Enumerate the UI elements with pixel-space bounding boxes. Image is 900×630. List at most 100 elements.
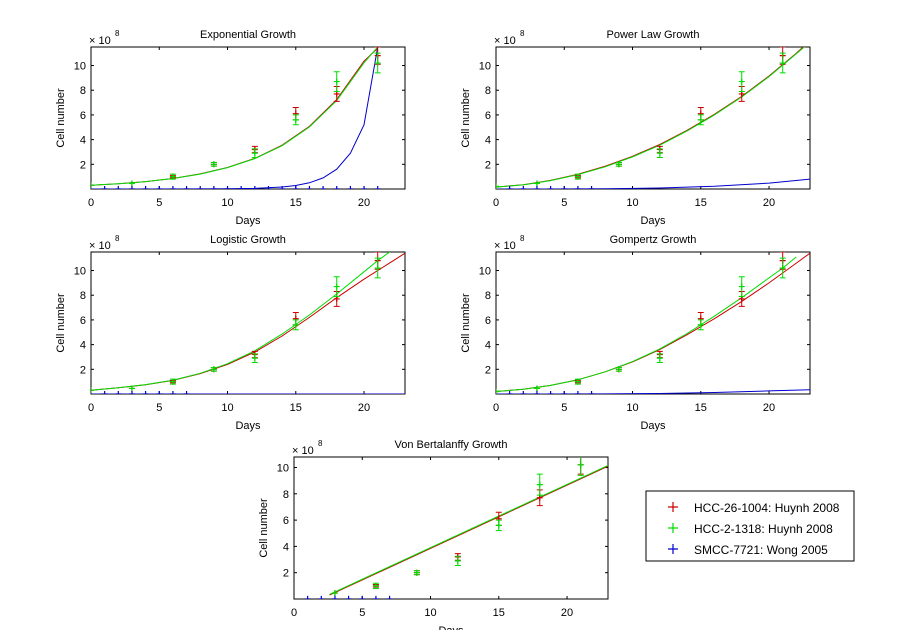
y-tick-label: 2: [80, 159, 86, 171]
data-point: [333, 185, 340, 189]
x-tick-label: 5: [156, 197, 162, 209]
data-point: [533, 180, 540, 187]
data-point: [91, 387, 94, 394]
y-exponent-power: 8: [115, 29, 120, 38]
x-tick-label: 10: [221, 197, 233, 209]
x-tick-label: 20: [763, 402, 775, 414]
data-point: [547, 185, 554, 189]
data-point: [101, 185, 108, 189]
y-exponent-power: 8: [520, 234, 525, 243]
legend-marker-2: [668, 523, 678, 533]
x-tick-label: 5: [359, 607, 365, 619]
y-exponent-label: × 10: [89, 35, 111, 47]
data-point: [697, 116, 704, 123]
x-tick-label: 5: [561, 402, 567, 414]
x-tick-label: 0: [291, 607, 297, 619]
legend-entry-2: HCC-2-1318: Huynh 2008: [668, 522, 833, 536]
x-tick-label: 15: [695, 197, 707, 209]
y-tick-label: 8: [485, 85, 491, 97]
data-point: [169, 390, 176, 394]
data-point: [210, 185, 217, 189]
data-point: [547, 390, 554, 394]
plot-area: [90, 46, 406, 190]
y-tick-label: 4: [485, 135, 491, 147]
x-axis-label: Days: [640, 215, 666, 227]
x-tick-label: 10: [221, 402, 233, 414]
chart-title: Exponential Growth: [200, 29, 296, 41]
legend-marker-3: [668, 544, 678, 554]
data-point: [506, 185, 513, 189]
data-point: [333, 78, 340, 85]
plot-area: [495, 251, 811, 395]
legend-entry-1: HCC-26-1004: Huynh 2008: [668, 501, 840, 515]
data-point: [345, 595, 352, 599]
fit-red-line: [329, 465, 608, 596]
x-tick-label: 20: [561, 607, 573, 619]
data-point: [210, 161, 217, 168]
y-tick-label: 10: [479, 266, 491, 278]
y-exponent-label: × 10: [89, 240, 111, 252]
chart-title: Logistic Growth: [210, 234, 286, 246]
y-tick-label: 8: [80, 290, 86, 302]
y-tick-label: 6: [80, 315, 86, 327]
data-point: [183, 390, 190, 394]
x-axis-label: Days: [235, 215, 261, 227]
data-point: [506, 390, 513, 394]
data-point: [561, 185, 568, 189]
data-point: [374, 265, 381, 272]
chart-title: Power Law Growth: [607, 29, 700, 41]
plot-area: [90, 251, 406, 395]
data-point: [128, 390, 135, 394]
data-point: [536, 494, 543, 501]
data-point: [588, 390, 595, 394]
y-tick-label: 8: [283, 489, 289, 501]
legend: HCC-26-1004: Huynh 2008 HCC-2-1318: Huyn…: [645, 490, 855, 562]
fit-green-line: [496, 256, 797, 392]
panel-3: 0 5 10 15 20 2 4 6 8 10 Logistic Growth × 10 8 Days Ce…: [55, 234, 406, 432]
data-point: [304, 595, 311, 599]
data-point: [333, 283, 340, 290]
x-tick-label: 5: [561, 197, 567, 209]
legend-label-3: SMCC-7721: Wong 2005: [694, 543, 828, 557]
x-tick-label: 0: [88, 197, 94, 209]
data-point: [495, 522, 502, 529]
legend-box: [645, 490, 855, 562]
y-exponent-power: 8: [318, 439, 323, 448]
y-axis-label: Cell number: [258, 498, 270, 558]
chart-title: Von Bertalanffy Growth: [395, 439, 508, 451]
fit-green-line: [91, 252, 391, 391]
y-axis-label: Cell number: [460, 88, 472, 148]
x-tick-label: 10: [626, 197, 638, 209]
x-tick-label: 20: [358, 197, 370, 209]
y-tick-label: 6: [485, 110, 491, 122]
data-point: [615, 161, 622, 168]
plot-area: [293, 456, 609, 600]
panel-4: 0 5 10 15 20 2 4 6 8 10 Gompertz Growth × 10 8 Days Ce…: [460, 234, 811, 432]
data-point: [697, 321, 704, 328]
y-tick-label: 10: [74, 61, 86, 73]
data-point: [279, 185, 286, 189]
data-point: [454, 557, 461, 564]
x-tick-label: 0: [493, 197, 499, 209]
y-exponent-power: 8: [115, 234, 120, 243]
y-tick-label: 8: [485, 290, 491, 302]
chart-title: Gompertz Growth: [610, 234, 697, 246]
data-point: [361, 185, 368, 189]
data-point: [251, 355, 258, 362]
y-exponent-label: × 10: [494, 240, 516, 252]
y-tick-label: 10: [277, 463, 289, 475]
x-tick-label: 20: [763, 197, 775, 209]
data-point: [413, 569, 420, 576]
y-tick-label: 6: [485, 315, 491, 327]
y-tick-label: 4: [80, 340, 86, 352]
y-tick-label: 2: [283, 568, 289, 580]
x-axis-label: Days: [640, 420, 666, 432]
data-point: [169, 185, 176, 189]
fit-green-line: [329, 465, 608, 595]
y-tick-label: 8: [80, 85, 86, 97]
data-point: [520, 390, 527, 394]
data-point: [292, 185, 299, 189]
fit-blue-line: [496, 389, 810, 394]
data-point: [533, 185, 540, 189]
panel-5: 0 5 10 15 20 2 4 6 8 10 Von Bertalanffy Growth × 10…: [258, 439, 609, 630]
